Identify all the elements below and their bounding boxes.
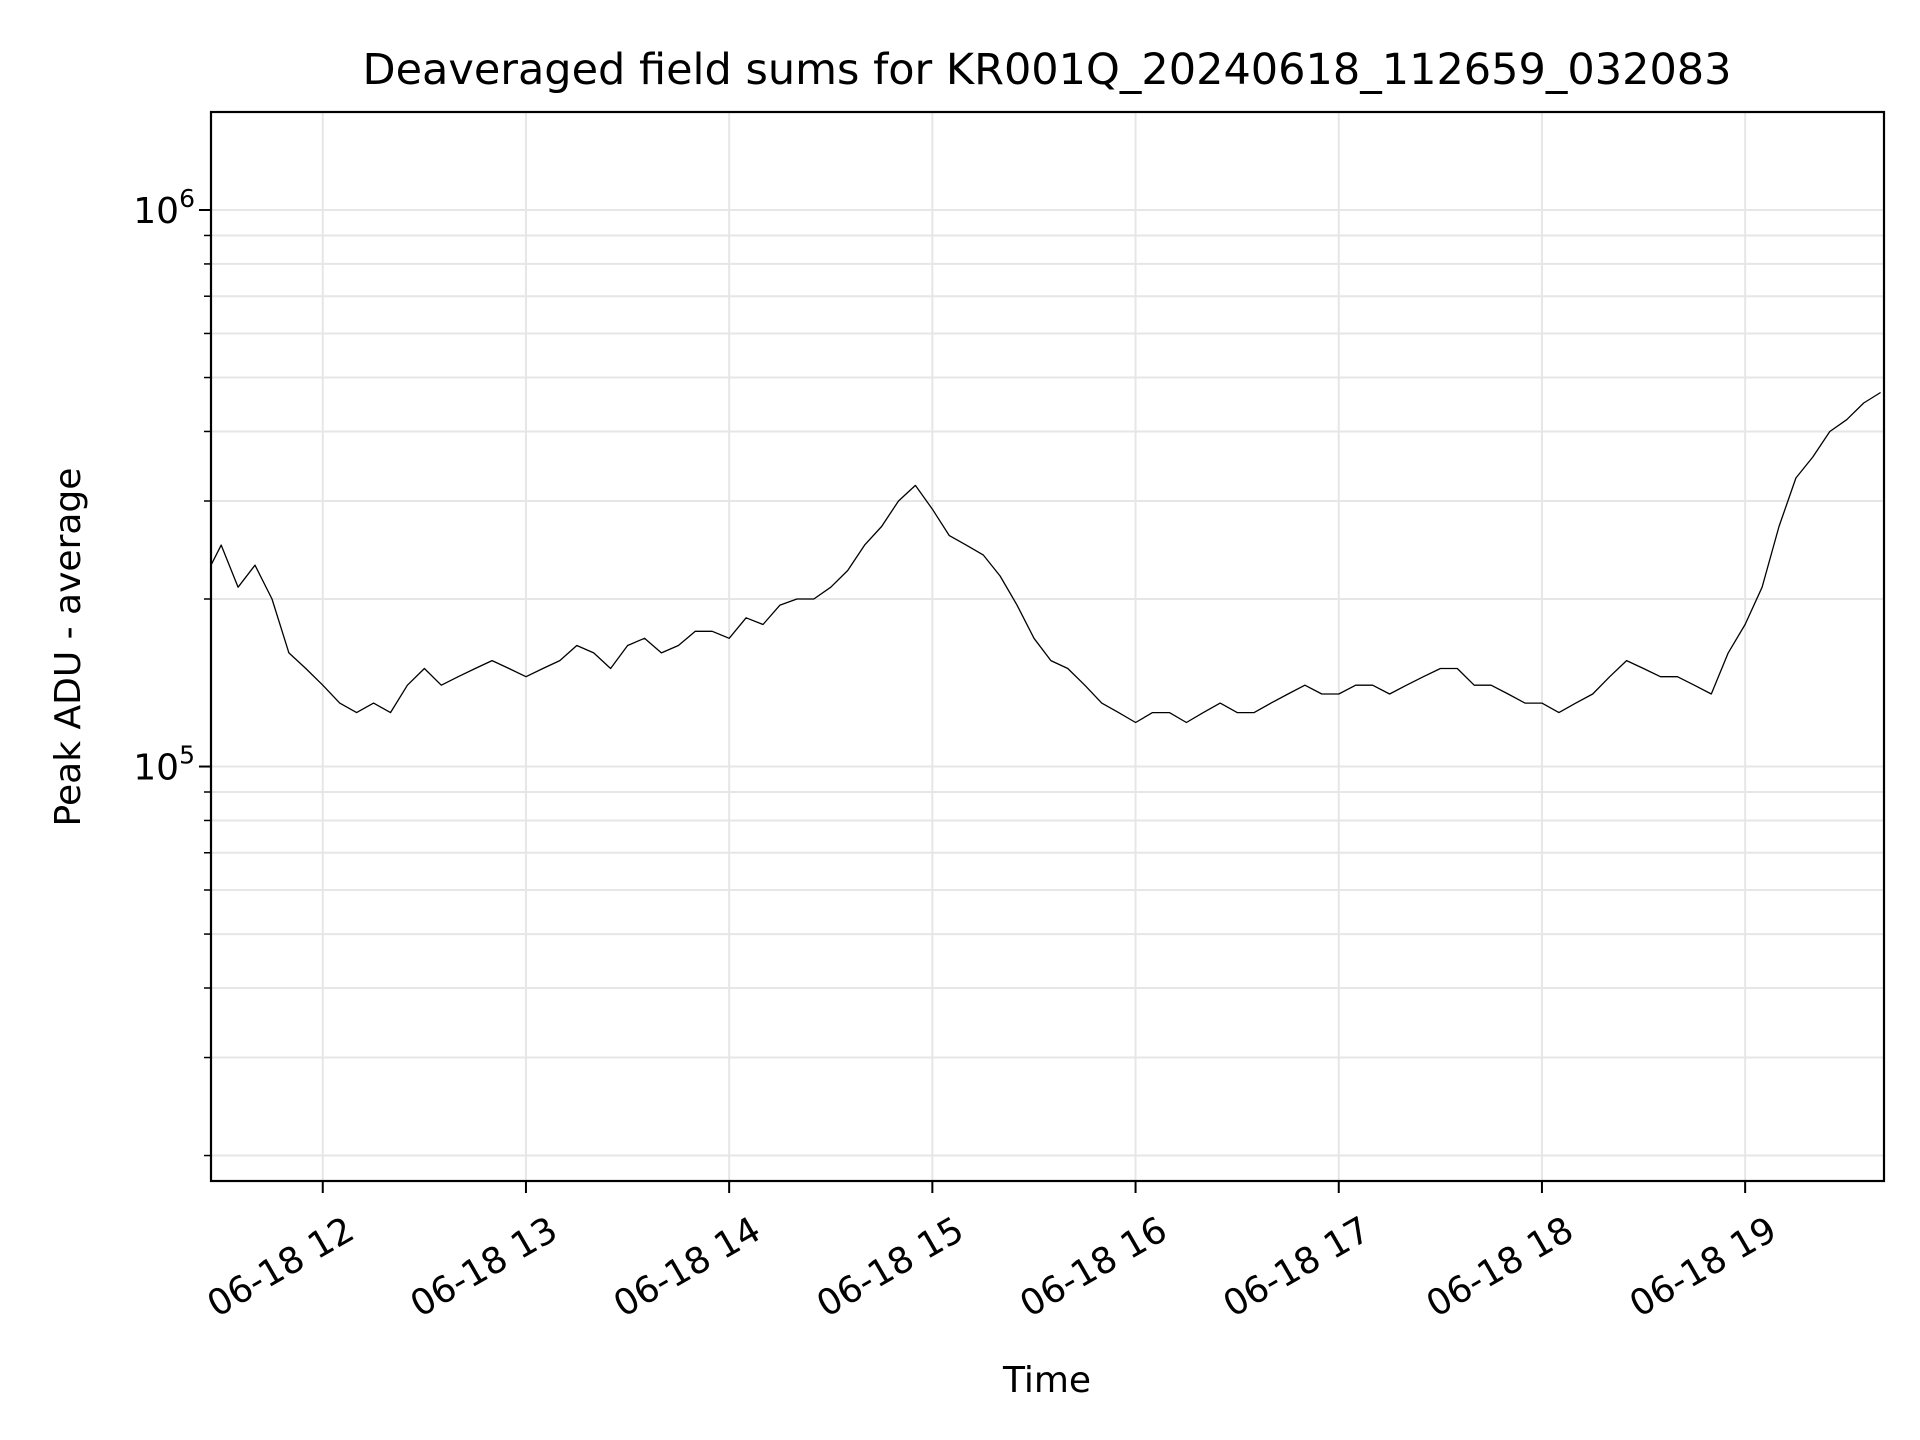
- chart-title: Deaveraged field sums for KR001Q_2024061…: [362, 45, 1731, 95]
- y-tick-label: 106: [133, 184, 195, 232]
- x-tick-label: 06-18 19: [1623, 1209, 1784, 1325]
- y-axis: 105 106: [133, 184, 211, 1157]
- x-tick-label: 06-18 12: [201, 1209, 362, 1325]
- grid: [211, 112, 1884, 1181]
- x-axis: 06-18 12 06-18 13 06-18 14 06-18 15 06-18 16…: [201, 1181, 1784, 1326]
- series-line: [210, 391, 1881, 724]
- x-axis-label: Time: [1002, 1360, 1091, 1401]
- x-tick-label: 06-18 18: [1420, 1209, 1581, 1325]
- y-axis-label: Peak ADU - average: [48, 468, 89, 827]
- x-tick-label: 06-18 14: [607, 1209, 768, 1325]
- x-tick-label: 06-18 17: [1217, 1209, 1378, 1325]
- x-tick-label: 06-18 13: [404, 1209, 565, 1325]
- x-tick-label: 06-18 15: [810, 1209, 971, 1325]
- plot-frame: [209, 110, 1886, 1183]
- y-tick-label: 105: [133, 741, 195, 789]
- x-tick-label: 06-18 16: [1013, 1209, 1174, 1325]
